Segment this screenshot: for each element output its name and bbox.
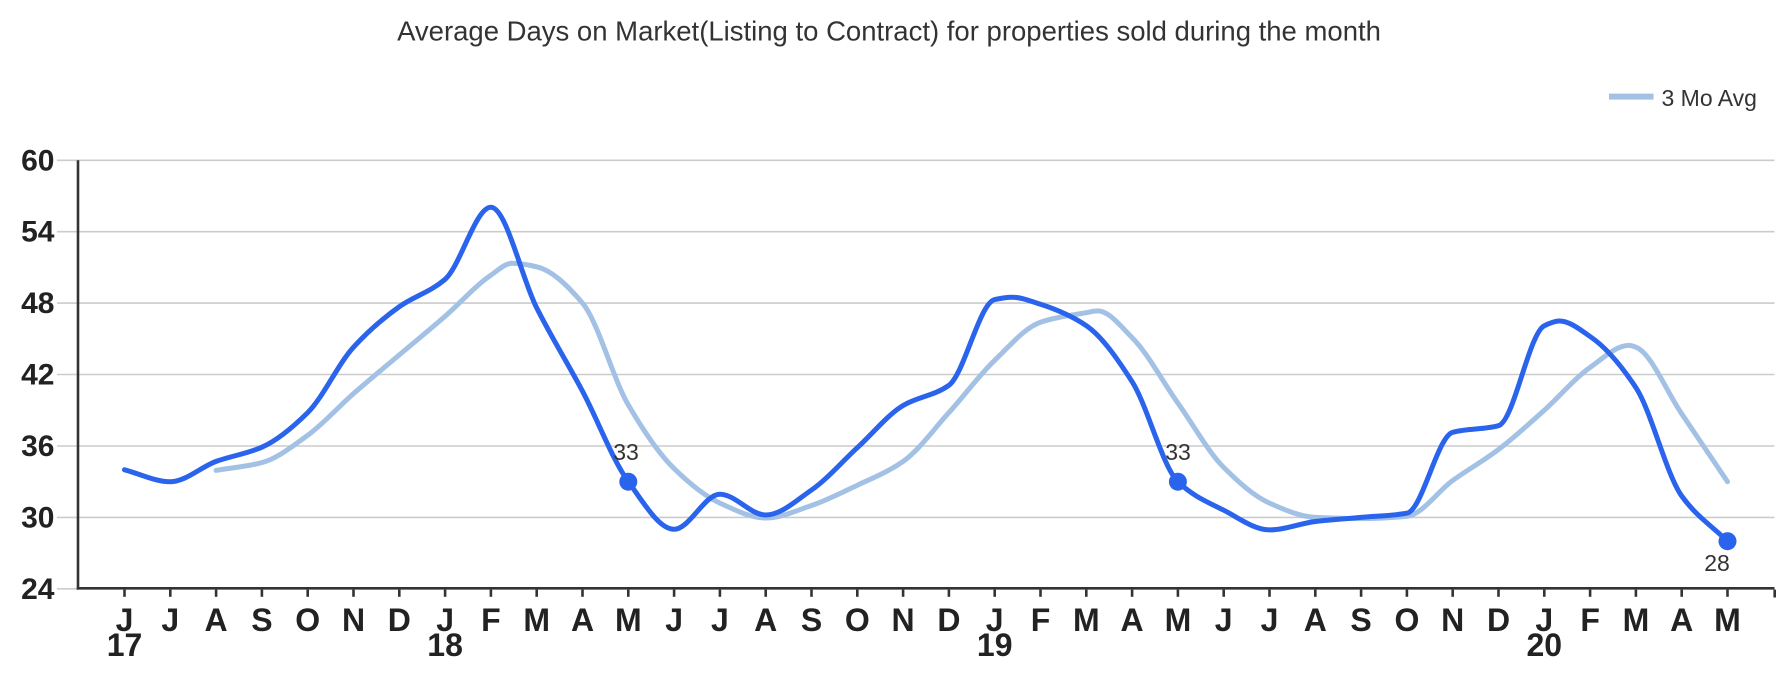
- svg-text:J: J: [1261, 602, 1279, 638]
- svg-text:Average Days on Market(Listing: Average Days on Market(Listing to Contra…: [397, 16, 1381, 47]
- svg-text:J: J: [986, 602, 1004, 638]
- svg-text:J: J: [436, 602, 454, 638]
- svg-text:N: N: [1441, 602, 1464, 638]
- svg-text:O: O: [1394, 602, 1419, 638]
- svg-text:18: 18: [427, 627, 463, 663]
- svg-text:S: S: [251, 602, 272, 638]
- svg-text:J: J: [711, 602, 729, 638]
- svg-text:28: 28: [1704, 550, 1730, 576]
- svg-text:A: A: [1121, 602, 1144, 638]
- svg-text:J: J: [161, 602, 179, 638]
- svg-text:30: 30: [21, 501, 54, 534]
- svg-text:17: 17: [107, 627, 143, 663]
- svg-text:M: M: [1623, 602, 1650, 638]
- svg-text:M: M: [1714, 602, 1741, 638]
- svg-text:33: 33: [613, 439, 639, 465]
- svg-text:D: D: [937, 602, 960, 638]
- svg-text:M: M: [1165, 602, 1192, 638]
- svg-text:A: A: [754, 602, 777, 638]
- svg-text:M: M: [1073, 602, 1100, 638]
- svg-text:F: F: [1031, 602, 1051, 638]
- svg-text:S: S: [1350, 602, 1371, 638]
- svg-text:D: D: [388, 602, 411, 638]
- svg-text:J: J: [1215, 602, 1233, 638]
- svg-text:42: 42: [21, 359, 54, 392]
- svg-text:O: O: [845, 602, 870, 638]
- svg-text:A: A: [1670, 602, 1693, 638]
- svg-text:O: O: [295, 602, 320, 638]
- svg-text:S: S: [801, 602, 822, 638]
- svg-text:F: F: [1580, 602, 1600, 638]
- svg-text:19: 19: [977, 627, 1013, 663]
- svg-text:48: 48: [21, 287, 54, 320]
- svg-text:A: A: [1304, 602, 1327, 638]
- svg-text:M: M: [523, 602, 550, 638]
- svg-text:N: N: [892, 602, 915, 638]
- svg-text:20: 20: [1527, 627, 1563, 663]
- svg-text:A: A: [571, 602, 594, 638]
- svg-text:24: 24: [21, 573, 55, 606]
- svg-text:N: N: [342, 602, 365, 638]
- svg-text:F: F: [481, 602, 501, 638]
- svg-text:54: 54: [21, 216, 55, 249]
- svg-text:M: M: [615, 602, 642, 638]
- svg-text:J: J: [665, 602, 683, 638]
- svg-text:A: A: [205, 602, 228, 638]
- svg-text:J: J: [1535, 602, 1553, 638]
- svg-text:60: 60: [21, 144, 54, 177]
- svg-text:D: D: [1487, 602, 1510, 638]
- svg-text:J: J: [116, 602, 134, 638]
- svg-text:33: 33: [1165, 439, 1191, 465]
- svg-text:36: 36: [21, 430, 54, 463]
- svg-text:3 Mo Avg: 3 Mo Avg: [1662, 85, 1757, 111]
